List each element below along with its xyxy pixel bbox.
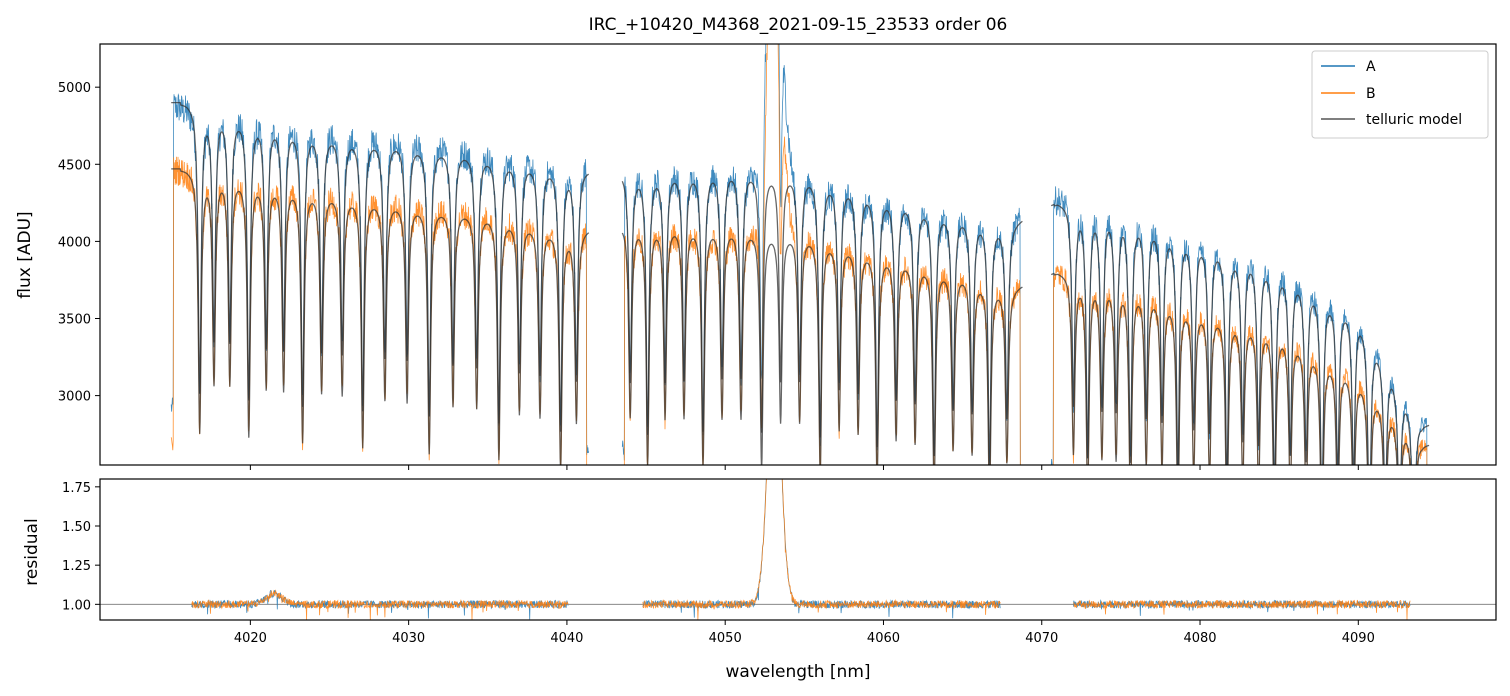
residual-a-line-seg2 [1073,599,1411,616]
telluric-model-b-line-seg2 [1051,272,1430,465]
legend: A B telluric model [1311,50,1489,139]
top-panel: 3000 3500 4000 4500 5000 flux [ADU] A B tell… [15,43,1497,470]
top-y-tick-label: 5000 [58,81,91,96]
top-y-tick-label: 4000 [58,235,91,250]
residual-b-line-seg1 [642,479,1001,620]
top-y-ticks: 3000 3500 4000 4500 5000 [58,81,100,405]
telluric-model-b-line-seg1 [621,232,1023,465]
bottom-x-tick-label: 4040 [550,631,583,646]
series-a-line-seg1 [621,44,1021,465]
legend-label-telluric: telluric model [1366,112,1462,128]
top-y-tick-label: 3000 [58,390,91,405]
residual-b-line-seg2 [1073,599,1411,620]
bottom-axes-frame [99,478,1497,621]
telluric-model-a-line-seg0 [171,101,590,432]
bottom-y-ticks: 1.00 1.25 1.50 1.75 [62,481,100,613]
bottom-x-tick-label: 4050 [709,631,742,646]
residual-b-line-seg0 [191,589,569,620]
bottom-x-tick-label: 4060 [867,631,900,646]
bottom-x-tick-label: 4070 [1025,631,1058,646]
bottom-y-tick-label: 1.25 [62,559,91,574]
bottom-x-ticks: 4020 4030 4040 4050 4060 4070 4080 4090 [234,620,1375,646]
telluric-model-b-line-seg0 [171,168,590,465]
x-axis-label: wavelength [nm] [725,662,870,682]
bottom-panel: 1.00 1.25 1.50 1.75 4020 4030 4040 4050 4060 407… [22,478,1497,682]
bottom-x-tick-label: 4030 [392,631,425,646]
telluric-model-a-line-seg1 [621,180,1023,465]
top-y-tick-label: 4500 [58,158,91,173]
bottom-plot-area [100,479,1496,620]
legend-label-a: A [1366,59,1376,75]
bottom-x-tick-label: 4090 [1342,631,1375,646]
top-y-tick-label: 3500 [58,312,91,327]
telluric-model-a-line-seg2 [1050,203,1430,465]
legend-label-b: B [1366,86,1376,102]
top-y-axis-label: flux [ADU] [15,211,35,298]
bottom-x-tick-label: 4080 [1183,631,1216,646]
bottom-x-tick-label: 4020 [234,631,267,646]
bottom-y-axis-label: residual [22,518,42,585]
top-plot-area [170,44,1430,465]
top-axes-frame [99,43,1497,466]
bottom-y-tick-label: 1.50 [62,520,91,535]
bottom-y-tick-label: 1.75 [62,481,91,496]
legend-box [1311,50,1489,139]
chart-title: IRC_+10420_M4368_2021-09-15_23533 order … [589,15,1008,35]
bottom-y-tick-label: 1.00 [62,598,91,613]
top-x-ticks [249,465,1359,470]
